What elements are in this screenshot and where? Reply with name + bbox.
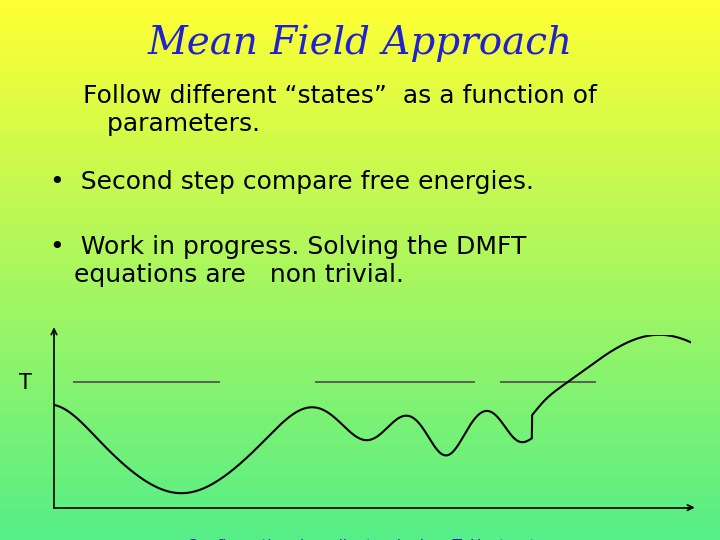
Text: Follow different “states”  as a function of
   parameters.: Follow different “states” as a function … <box>83 84 597 136</box>
Text: •  Second step compare free energies.: • Second step compare free energies. <box>50 170 534 194</box>
Text: •  Work in progress. Solving the DMFT
   equations are   non trivial.: • Work in progress. Solving the DMFT equ… <box>50 235 527 287</box>
Text: T: T <box>19 373 32 393</box>
Text: Configurational cordinate, doping, T, U, structure: Configurational cordinate, doping, T, U,… <box>186 539 559 540</box>
Text: Mean Field Approach: Mean Field Approach <box>148 24 572 62</box>
